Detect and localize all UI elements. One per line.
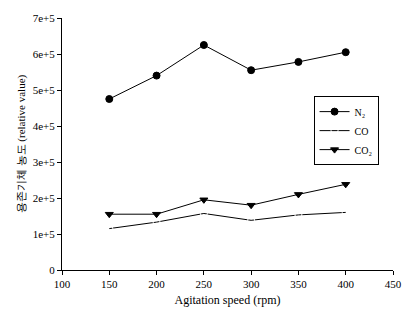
svg-text:450: 450 [385,278,402,290]
svg-text:Agitation speed (rpm): Agitation speed (rpm) [175,293,281,307]
svg-text:150: 150 [101,278,118,290]
svg-text:CO: CO [355,126,369,137]
svg-text:250: 250 [196,278,213,290]
svg-text:CO₂: CO₂ [355,145,372,156]
svg-text:300: 300 [243,278,260,290]
svg-text:100: 100 [54,278,71,290]
svg-text:350: 350 [290,278,307,290]
svg-text:2e+5: 2e+5 [33,192,56,204]
svg-text:3e+5: 3e+5 [33,156,56,168]
svg-text:N₂: N₂ [355,107,366,118]
svg-text:5e+5: 5e+5 [33,84,56,96]
svg-text:7e+5: 7e+5 [33,12,56,24]
svg-text:0: 0 [49,264,55,276]
svg-text:1e+5: 1e+5 [33,228,56,240]
svg-text:400: 400 [337,278,354,290]
svg-text:6e+5: 6e+5 [33,48,56,60]
svg-text:200: 200 [148,278,165,290]
svg-text:4e+5: 4e+5 [33,120,56,132]
svg-text:용존기체 농도 (relative value): 용존기체 농도 (relative value) [15,74,28,213]
